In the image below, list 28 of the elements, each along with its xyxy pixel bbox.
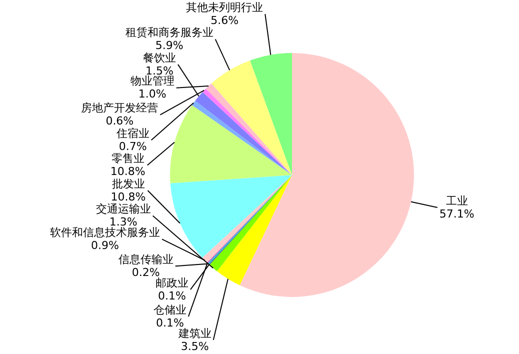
data-label: 3.5% bbox=[180, 340, 209, 353]
slice-label: 餐饮业 bbox=[142, 51, 176, 64]
slice-label: 批发业 bbox=[112, 177, 145, 190]
data-label: 5.9% bbox=[155, 39, 184, 52]
slice-label: 零售业 bbox=[111, 152, 144, 166]
slice-label: 建筑业 bbox=[177, 326, 212, 340]
data-label: 1.0% bbox=[138, 88, 166, 101]
data-label: 10.8% bbox=[110, 165, 146, 178]
data-label: 0.1% bbox=[156, 316, 184, 330]
slice-label: 软件和信息技术服务业 bbox=[50, 226, 160, 239]
data-label: 0.7% bbox=[118, 140, 147, 153]
data-label: 0.9% bbox=[91, 239, 119, 252]
data-label: 57.1% bbox=[439, 207, 474, 220]
slice-label: 租赁和商务服务业 bbox=[125, 26, 214, 40]
slice-label: 邮政业 bbox=[155, 276, 188, 290]
data-label: 0.1% bbox=[158, 289, 186, 302]
data-label: 0.2% bbox=[132, 266, 160, 279]
slice-label: 工业 bbox=[446, 194, 468, 208]
slice-label: 信息传输业 bbox=[118, 253, 174, 266]
slice-label: 其他未列明行业 bbox=[186, 0, 264, 14]
slice-label: 仓储业 bbox=[153, 303, 186, 316]
slice-label: 住宿业 bbox=[116, 126, 150, 140]
slice-label: 交通运输业 bbox=[96, 202, 151, 216]
data-label: 0.6% bbox=[106, 114, 134, 128]
slice-label: 房地产开发经营 bbox=[81, 102, 158, 115]
data-label: 10.8% bbox=[110, 190, 146, 204]
data-label: 5.6% bbox=[210, 14, 239, 27]
slice-label: 物业管理 bbox=[130, 74, 174, 88]
